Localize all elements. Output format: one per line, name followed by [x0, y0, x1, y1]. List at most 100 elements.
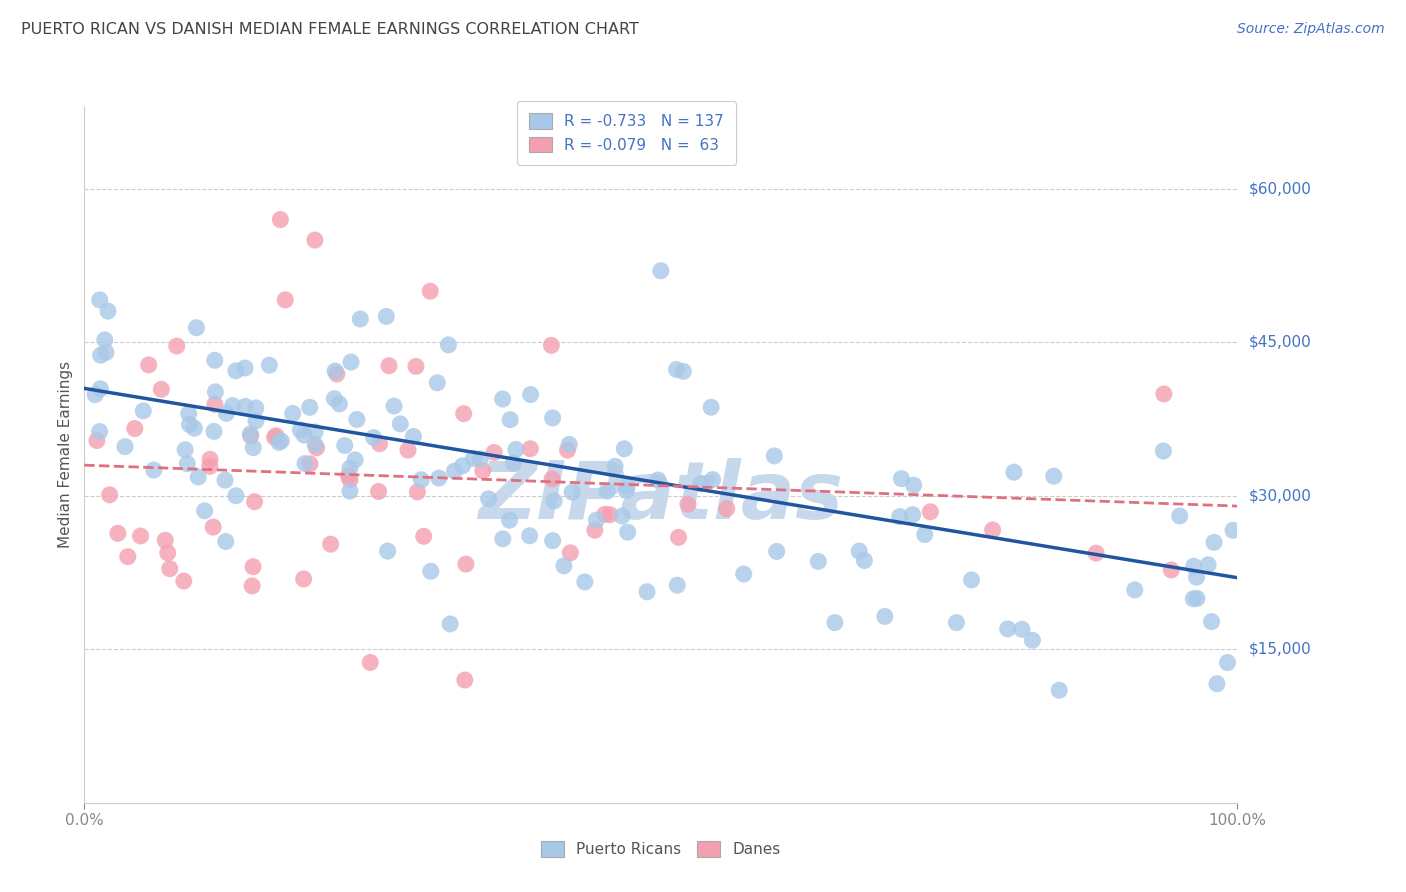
- Point: [142, 463, 165, 477]
- Point: [155, 533, 177, 548]
- Point: [243, 494, 266, 508]
- Text: $60,000: $60,000: [1249, 181, 1312, 196]
- Point: [853, 553, 876, 567]
- Point: [377, 544, 399, 558]
- Point: [264, 429, 287, 443]
- Point: [187, 470, 209, 484]
- Point: [129, 529, 152, 543]
- Point: [402, 429, 425, 443]
- Point: [1222, 524, 1244, 538]
- Point: [225, 364, 247, 378]
- Point: [498, 513, 520, 527]
- Point: [233, 361, 256, 376]
- Point: [901, 508, 924, 522]
- Point: [183, 421, 205, 435]
- Point: [215, 534, 238, 549]
- Y-axis label: Median Female Earnings: Median Female Earnings: [58, 361, 73, 549]
- Point: [477, 491, 499, 506]
- Point: [499, 412, 522, 426]
- Point: [541, 472, 564, 486]
- Point: [585, 513, 607, 527]
- Point: [419, 284, 441, 298]
- Point: [471, 464, 494, 478]
- Point: [1182, 591, 1205, 606]
- Point: [574, 574, 596, 589]
- Point: [1085, 546, 1108, 560]
- Point: [359, 656, 381, 670]
- Point: [367, 484, 389, 499]
- Point: [519, 442, 541, 456]
- Point: [763, 449, 786, 463]
- Text: Source: ZipAtlas.com: Source: ZipAtlas.com: [1237, 22, 1385, 37]
- Point: [411, 473, 433, 487]
- Point: [541, 410, 564, 425]
- Point: [194, 504, 217, 518]
- Point: [222, 399, 245, 413]
- Point: [326, 367, 349, 381]
- Point: [1152, 444, 1174, 458]
- Point: [1185, 570, 1208, 584]
- Point: [426, 376, 449, 390]
- Point: [583, 523, 606, 537]
- Point: [94, 345, 117, 359]
- Point: [427, 471, 450, 485]
- Point: [202, 520, 225, 534]
- Point: [890, 472, 912, 486]
- Point: [1123, 582, 1146, 597]
- Point: [166, 339, 188, 353]
- Point: [138, 358, 160, 372]
- Point: [177, 407, 200, 421]
- Point: [676, 497, 699, 511]
- Point: [824, 615, 846, 630]
- Point: [960, 573, 983, 587]
- Point: [1206, 676, 1229, 690]
- Text: PUERTO RICAN VS DANISH MEDIAN FEMALE EARNINGS CORRELATION CHART: PUERTO RICAN VS DANISH MEDIAN FEMALE EAR…: [21, 22, 638, 37]
- Point: [242, 441, 264, 455]
- Point: [239, 427, 262, 442]
- Point: [1047, 683, 1070, 698]
- Point: [173, 574, 195, 588]
- Point: [267, 435, 290, 450]
- Point: [593, 508, 616, 522]
- Point: [215, 406, 238, 420]
- Point: [240, 579, 263, 593]
- Point: [97, 304, 120, 318]
- Point: [304, 425, 326, 439]
- Point: [124, 421, 146, 435]
- Point: [292, 428, 315, 442]
- Point: [557, 443, 579, 458]
- Point: [599, 508, 621, 522]
- Text: $30,000: $30,000: [1249, 488, 1312, 503]
- Point: [454, 557, 477, 571]
- Point: [107, 526, 129, 541]
- Point: [437, 338, 460, 352]
- Point: [328, 397, 350, 411]
- Point: [502, 456, 524, 470]
- Point: [339, 461, 361, 475]
- Point: [1182, 559, 1205, 574]
- Point: [333, 438, 356, 452]
- Point: [1043, 469, 1066, 483]
- Point: [482, 445, 505, 459]
- Point: [1197, 558, 1219, 572]
- Point: [305, 441, 328, 455]
- Point: [543, 494, 565, 508]
- Point: [1153, 387, 1175, 401]
- Point: [323, 392, 346, 406]
- Point: [1011, 622, 1033, 636]
- Point: [156, 546, 179, 560]
- Point: [650, 264, 672, 278]
- Point: [672, 364, 695, 378]
- Point: [281, 406, 304, 420]
- Point: [389, 417, 412, 431]
- Point: [541, 533, 564, 548]
- Point: [873, 609, 896, 624]
- Point: [270, 434, 292, 448]
- Point: [848, 544, 870, 558]
- Point: [84, 387, 107, 401]
- Point: [596, 484, 619, 499]
- Point: [363, 431, 385, 445]
- Point: [1216, 656, 1239, 670]
- Point: [114, 440, 136, 454]
- Point: [263, 430, 285, 444]
